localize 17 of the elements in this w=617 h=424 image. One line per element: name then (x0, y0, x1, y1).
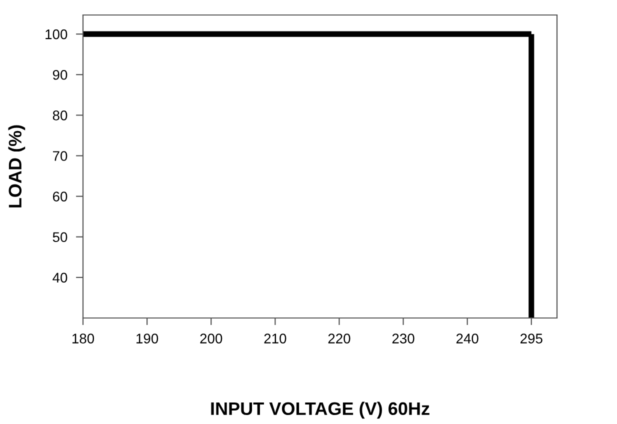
y-tick-label: 70 (52, 151, 68, 161)
y-tick-label: 80 (52, 110, 68, 120)
x-tick-label: 200 (200, 334, 222, 344)
x-tick-label: 190 (136, 334, 158, 344)
x-axis-title: INPUT VOLTAGE (V) 60Hz (211, 402, 430, 419)
x-tick-label: 240 (456, 334, 478, 344)
x-tick-label: 230 (392, 334, 414, 344)
y-tick-label: 100 (46, 29, 68, 40)
y-tick-label: 40 (52, 272, 68, 283)
y-tick-label: 90 (52, 70, 68, 80)
x-tick-label: 295 (520, 334, 542, 344)
y-tick-label: 50 (52, 232, 68, 242)
y-axis-title: LOAD (%) (8, 125, 26, 208)
y-tick-label: 60 (52, 192, 68, 202)
x-tick-label: 220 (328, 334, 350, 344)
x-tick-label: 210 (264, 334, 286, 344)
x-tick-label: 180 (72, 334, 94, 344)
